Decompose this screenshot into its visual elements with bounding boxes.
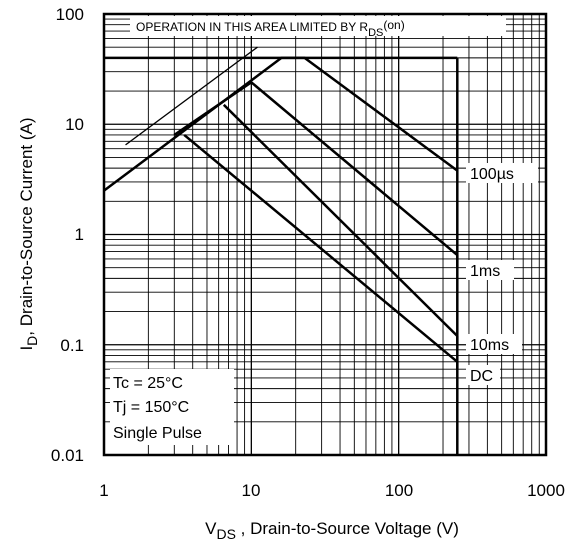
curve-label-dc: DC	[470, 368, 493, 385]
y-tick-0.1: 0.1	[60, 336, 84, 355]
curve-1ms	[173, 81, 459, 268]
y-tick-1: 1	[75, 225, 84, 244]
label-bg-1ms	[466, 260, 514, 280]
label-bg-dc	[466, 365, 500, 385]
curve-dc	[183, 133, 459, 370]
plot-frame	[102, 12, 548, 457]
x-axis-subscript: DS	[216, 526, 235, 542]
note-tc: Tc = 25°C	[113, 375, 183, 392]
x-tick-10: 10	[242, 481, 261, 500]
label-bg-10ms	[466, 334, 522, 354]
rds-on-limit-line	[125, 46, 258, 146]
curve-100us	[103, 56, 459, 192]
note-tj: Tj = 150°C	[113, 399, 189, 416]
limit-note-suffix: (on)	[383, 18, 404, 32]
y-tick-100: 100	[56, 5, 84, 24]
limit-note-box	[130, 16, 506, 36]
y-axis-text: , Drain-to-Source Current (A)	[17, 117, 36, 335]
y-tick-10: 10	[65, 115, 84, 134]
chart-lines	[103, 46, 459, 455]
note-pulse: Single Pulse	[113, 425, 202, 442]
curve-label-1ms: 1ms	[470, 263, 500, 280]
curve-10ms	[222, 103, 459, 345]
y-axis-subscript: D	[24, 336, 40, 346]
x-axis-title: VDS , Drain-to-Source Voltage (V)	[205, 519, 459, 542]
conditions-box	[110, 369, 234, 445]
x-tick-1000: 1000	[527, 481, 565, 500]
x-axis-symbol: V	[205, 519, 217, 538]
y-tick-0.01: 0.01	[51, 446, 84, 465]
curve-label-100us: 100µs	[470, 166, 514, 183]
label-bg-100us	[466, 163, 538, 183]
y-axis-symbol: I	[17, 346, 36, 351]
limit-note: OPERATION IN THIS AREA LIMITED BY RDS(on…	[136, 18, 405, 39]
x-tick-100: 100	[385, 481, 413, 500]
curve-label-10ms: 10ms	[470, 337, 509, 354]
limit-note-text: OPERATION IN THIS AREA LIMITED BY R	[136, 20, 368, 34]
x-axis-text: , Drain-to-Source Voltage (V)	[236, 519, 459, 538]
x-tick-1: 1	[99, 481, 108, 500]
y-axis-title: ID, Drain-to-Source Current (A)	[17, 117, 40, 350]
limit-note-subscript: DS	[368, 27, 383, 39]
